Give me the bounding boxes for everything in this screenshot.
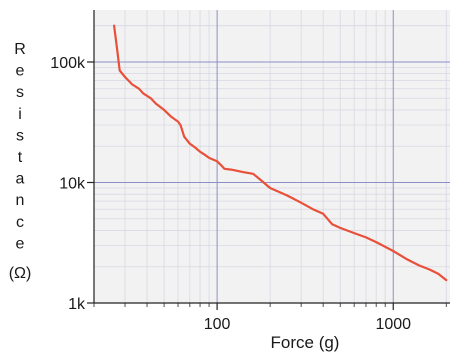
minor-grid (93, 10, 450, 303)
y-axis-title-letter: e (16, 235, 25, 252)
y-axis-title-letter: s (16, 127, 24, 144)
series-layer (112, 24, 448, 282)
y-tick-label: 100k (50, 55, 86, 72)
series-line (112, 24, 448, 282)
x-axis-title: Force (g) (271, 333, 340, 352)
y-axis-title-letter: t (18, 149, 23, 166)
y-axis-title-letter: R (14, 41, 26, 58)
y-axis-title-letter: c (16, 214, 24, 231)
y-axis-unit: (Ω) (9, 265, 32, 282)
y-axis-title-letter: e (16, 63, 25, 80)
y-tick-label: 10k (59, 175, 86, 192)
y-tick-label: 1k (68, 296, 86, 313)
y-axis-title-letter: a (16, 171, 25, 188)
plot-area (94, 10, 450, 303)
y-axis-title-letter: i (18, 106, 22, 123)
y-axis-title-letter: n (16, 192, 25, 209)
y-axis-title-letter: s (16, 84, 24, 101)
x-tick-label: 1000 (375, 316, 411, 333)
x-tick-label: 100 (204, 316, 231, 333)
x-axis-ticks: 100 1000 (93, 303, 447, 333)
y-axis-ticks: 1k 10k 100k (50, 55, 94, 313)
